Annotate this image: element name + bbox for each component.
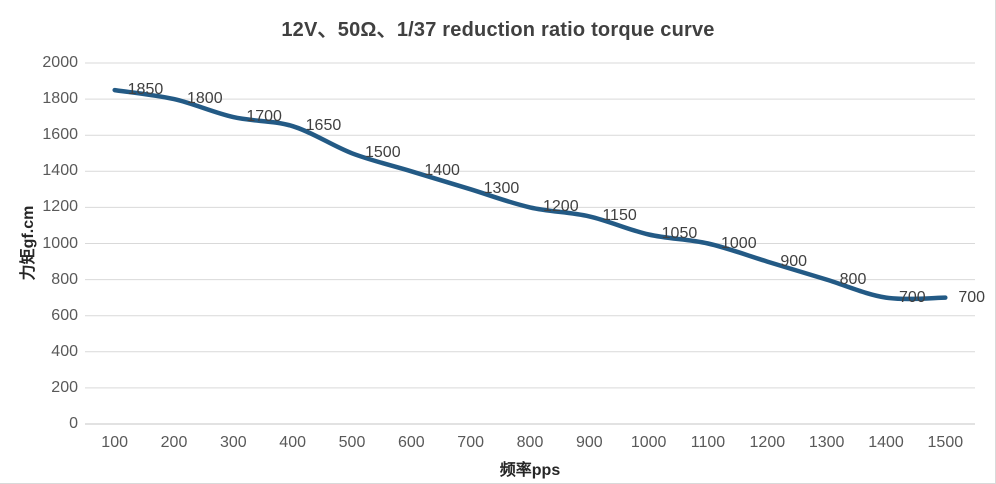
data-label: 700 <box>899 288 926 306</box>
y-tick-label: 200 <box>51 378 78 396</box>
y-tick-label: 1400 <box>42 162 78 180</box>
data-label: 1300 <box>483 180 520 198</box>
y-tick-label: 600 <box>51 306 78 324</box>
x-tick-label: 200 <box>160 434 188 451</box>
x-tick-label: 400 <box>279 434 306 451</box>
torque-series-line <box>112 87 948 302</box>
x-tick-label: 700 <box>457 434 484 451</box>
data-label: 1700 <box>246 108 282 126</box>
y-tick-label: 1000 <box>42 234 78 252</box>
x-tick-label: 600 <box>397 434 425 451</box>
y-tick-label: 0 <box>69 415 78 432</box>
data-label: 1050 <box>661 225 698 243</box>
data-label: 1500 <box>365 144 401 162</box>
x-tick-label: 1400 <box>868 434 904 451</box>
data-label: 1150 <box>602 207 637 225</box>
x-tick-label: 500 <box>338 434 366 451</box>
chart-title: 12V、50Ω、1/37 reduction ratio torque curv… <box>281 19 715 41</box>
y-tick-label: 1600 <box>42 126 78 144</box>
x-tick-label: 800 <box>516 434 544 451</box>
y-axis-title: 力矩gf.cm <box>20 205 37 281</box>
y-tick-label: 2000 <box>42 54 78 71</box>
y-tick-label: 1800 <box>42 90 78 108</box>
data-label: 900 <box>780 252 808 270</box>
x-tick-label: 1500 <box>927 434 964 451</box>
x-tick-label: 1300 <box>808 434 845 451</box>
data-label: 1800 <box>187 90 223 108</box>
data-label: 1650 <box>305 117 342 135</box>
x-tick-label: 100 <box>101 434 128 451</box>
data-label: 1200 <box>543 198 579 216</box>
data-label: 1850 <box>127 81 164 99</box>
data-label: 700 <box>958 288 986 306</box>
y-tick-label: 1200 <box>42 198 78 216</box>
x-tick-label: 1200 <box>749 434 786 451</box>
data-label: 800 <box>839 270 867 288</box>
data-label: 1000 <box>721 234 757 252</box>
x-tick-label: 300 <box>219 434 247 451</box>
x-axis-title: 频率pps <box>499 462 561 479</box>
x-tick-label: 1100 <box>690 434 726 451</box>
y-tick-label: 800 <box>51 270 78 288</box>
x-tick-label: 1000 <box>630 434 667 451</box>
data-label: 1400 <box>424 162 460 180</box>
y-tick-label: 400 <box>51 342 78 360</box>
x-tick-label: 900 <box>575 434 603 451</box>
